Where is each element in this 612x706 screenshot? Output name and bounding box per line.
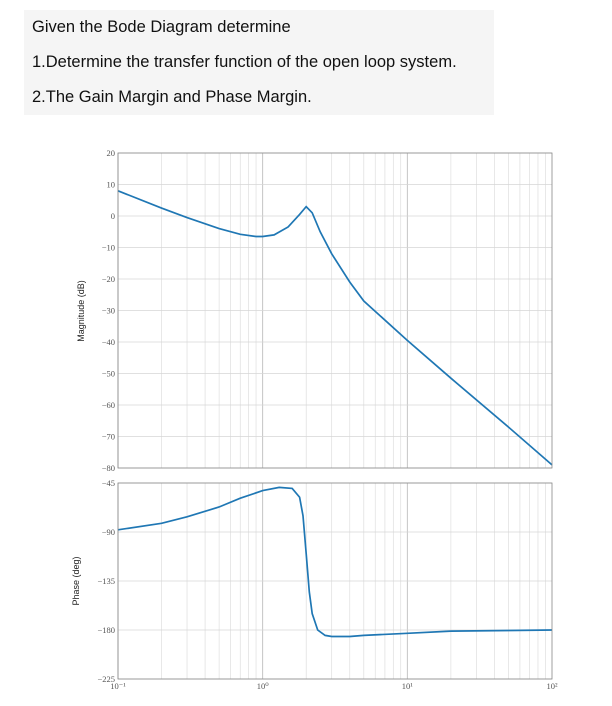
phase-tick-label: −135 <box>97 576 115 586</box>
mag-tick-label: −80 <box>102 463 115 473</box>
frequency-tick-label: 10⁻¹ <box>110 681 126 691</box>
mag-tick-label: 10 <box>107 180 116 190</box>
mag-tick-label: −10 <box>102 243 115 253</box>
magnitude-curve <box>117 190 553 466</box>
question-block: Given the Bode Diagram determine 1.Deter… <box>24 10 494 115</box>
question-intro: Given the Bode Diagram determine <box>32 18 291 36</box>
question-1: 1.Determine the transfer function of the… <box>32 53 457 71</box>
phase-axis-label: Phase (deg) <box>71 556 81 605</box>
mag-tick-label: −60 <box>102 400 115 410</box>
phase-tick-label: −90 <box>102 527 115 537</box>
frequency-tick-label: 10² <box>546 681 558 691</box>
magnitude-axis-label: Magnitude (dB) <box>76 280 86 342</box>
frequency-tick-labels: 10⁻¹ 10⁰ 10¹ 10² <box>110 681 558 691</box>
phase-curve <box>117 486 553 638</box>
mag-tick-label: −20 <box>102 274 115 284</box>
phase-tick-label: −225 <box>97 674 115 684</box>
frequency-tick-label: 10¹ <box>402 681 414 691</box>
mag-tick-label: −50 <box>102 369 115 379</box>
phase-plot-border <box>117 482 553 680</box>
magnitude-tick-labels: 20 10 0 −10 −20 −30 −40 −50 −60 −70 −80 <box>102 148 115 473</box>
mag-tick-label: −30 <box>102 306 115 316</box>
phase-tick-label: −45 <box>102 478 115 488</box>
mag-tick-label: −70 <box>102 432 115 442</box>
magnitude-grid <box>117 152 552 469</box>
magnitude-plot-border <box>117 152 553 469</box>
mag-tick-label: 20 <box>107 148 116 158</box>
question-2: 2.The Gain Margin and Phase Margin. <box>32 88 312 106</box>
mag-tick-label: 0 <box>111 211 115 221</box>
phase-tick-labels: −45 −90 −135 −180 −225 <box>97 478 115 684</box>
phase-tick-label: −180 <box>97 625 115 635</box>
frequency-tick-label: 10⁰ <box>257 681 270 691</box>
mag-tick-label: −40 <box>102 337 115 347</box>
